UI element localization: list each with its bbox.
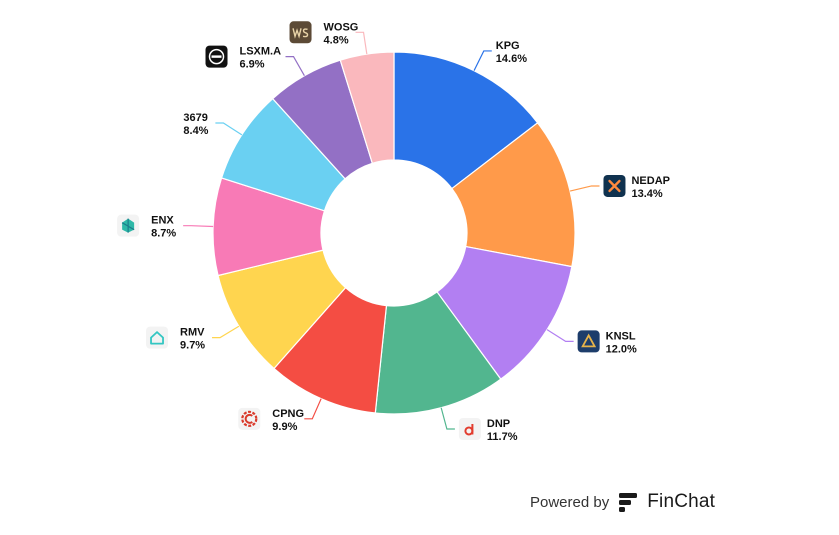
powered-by-text: Powered by <box>530 493 610 511</box>
ticker-label: WOSG <box>324 21 359 33</box>
percent-label: 6.9% <box>240 59 265 71</box>
leader-line-kpg <box>473 50 492 71</box>
label-lsxm-a: LSXM.A6.9% <box>205 45 282 71</box>
cpng-logo-icon <box>238 407 261 430</box>
finchat-logo-icon <box>619 493 638 512</box>
ticker-label: KNSL <box>606 330 636 342</box>
donut-slices <box>212 51 576 415</box>
enx-logo-icon <box>117 214 140 237</box>
leader-line-dnp <box>440 407 455 430</box>
leader-line-lsxm-a <box>285 56 305 77</box>
leader-lines <box>183 31 600 430</box>
ticker-label: DNP <box>487 418 510 430</box>
ticker-label: 3679 <box>183 112 207 124</box>
powered-by-footer[interactable]: Powered by FinChat <box>530 488 715 516</box>
leader-line-3679 <box>215 122 243 136</box>
slice-kpg[interactable] <box>393 51 539 190</box>
slice-knsl[interactable] <box>436 245 573 381</box>
ticker-label: RMV <box>180 327 205 339</box>
percent-label: 11.7% <box>487 431 518 443</box>
ticker-label: ENX <box>151 215 174 227</box>
percent-label: 4.8% <box>324 34 349 46</box>
ticker-label: NEDAP <box>631 175 670 187</box>
dnp-logo-icon <box>458 417 481 440</box>
leader-line-nedap <box>569 185 600 192</box>
percent-label: 13.4% <box>631 188 662 200</box>
ticker-label: KPG <box>496 40 520 52</box>
percent-label: 9.7% <box>180 340 205 352</box>
wosg-logo-icon <box>289 21 312 44</box>
knsl-logo-icon <box>577 330 600 353</box>
leader-line-enx <box>183 225 214 228</box>
slice-labels: KPG14.6%NEDAP13.4%KNSL12.0%DNP11.7%CPNG9… <box>117 21 670 443</box>
ticker-label: LSXM.A <box>240 46 282 58</box>
lsxm-logo-icon <box>205 45 228 68</box>
percent-label: 9.9% <box>272 421 297 433</box>
finchat-brand-text: FinChat <box>647 491 716 512</box>
nedap-star-logo-icon <box>603 174 626 197</box>
percent-label: 8.7% <box>151 228 176 240</box>
rmv-house-logo-icon <box>146 326 169 349</box>
percent-label: 12.0% <box>606 343 637 355</box>
leader-line-cpng <box>304 398 322 420</box>
leader-line-knsl <box>546 329 574 343</box>
slice-wosg[interactable] <box>339 51 395 165</box>
leader-line-rmv <box>212 325 240 339</box>
percent-label: 14.6% <box>496 53 527 65</box>
leader-line-wosg <box>355 31 368 55</box>
ticker-label: CPNG <box>272 408 304 420</box>
percent-label: 8.4% <box>183 125 208 137</box>
slice-nedap[interactable] <box>451 121 576 268</box>
